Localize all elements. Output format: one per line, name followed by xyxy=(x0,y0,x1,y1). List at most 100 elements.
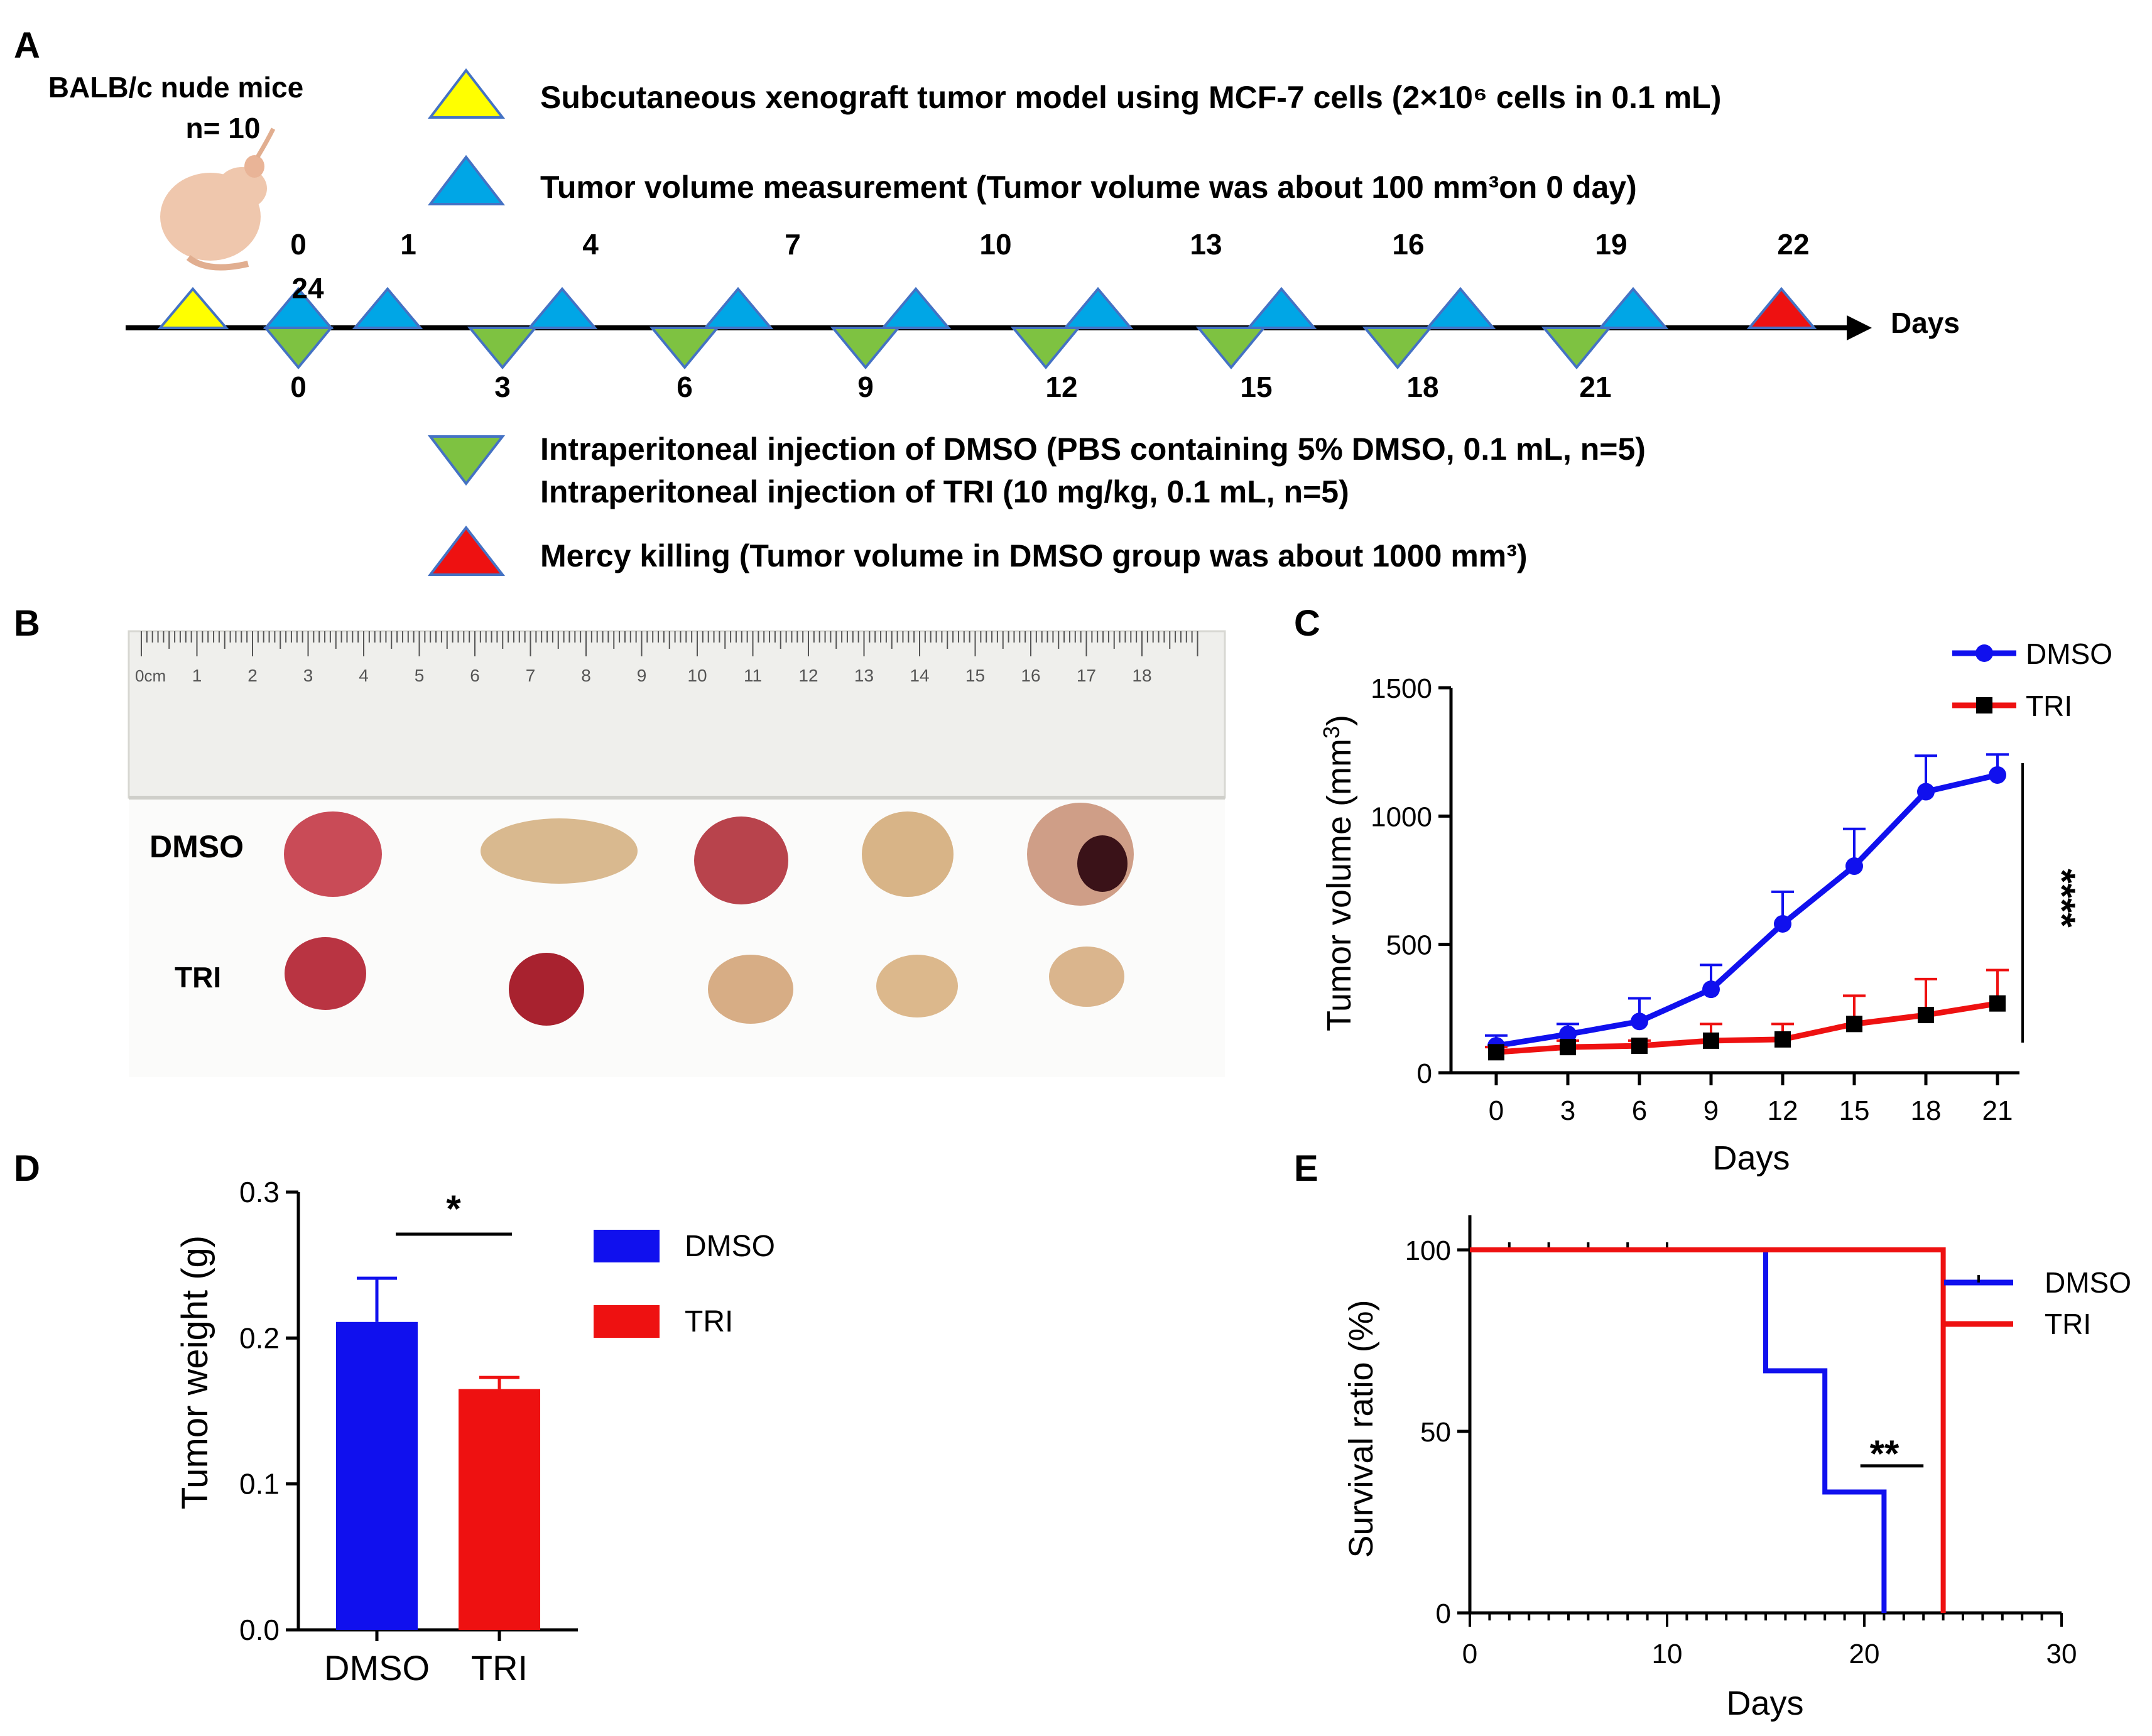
legend-e-tri-label: TRI xyxy=(2045,1308,2091,1340)
chart-tumor-weight: 0.0 0.1 0.2 0.3 DMSO TRI xyxy=(239,1176,578,1688)
chart-d-ytick-label: 0.0 xyxy=(239,1614,280,1646)
measure-day-1: 1 xyxy=(400,228,416,261)
legend-dmso-label: DMSO xyxy=(2026,637,2112,670)
ruler-number: 1 xyxy=(192,666,202,685)
tumor-dmso-4 xyxy=(862,811,954,897)
ruler-number: 3 xyxy=(303,666,313,685)
chart-e-ytick-label: 50 xyxy=(1420,1417,1451,1448)
tumor-tri-3 xyxy=(708,955,793,1024)
chart-c-line-tri xyxy=(1496,1001,1998,1055)
injection-day-18: 18 xyxy=(1406,371,1438,403)
timeline-measure-triangle xyxy=(702,286,774,329)
legend-green-tri-text: Intraperitoneal injection of TRI (10 mg/… xyxy=(540,474,1349,509)
chart-c-point-tri xyxy=(1918,1007,1934,1024)
chart-d-bar-tri xyxy=(459,1389,540,1630)
timeline-measure-triangle xyxy=(1062,286,1134,329)
tumors-tri xyxy=(285,937,1124,1026)
chart-d-ytick-label: 0.3 xyxy=(239,1176,280,1208)
chart-c-point-tri xyxy=(1560,1039,1576,1056)
ruler-number: 5 xyxy=(415,666,425,685)
legend-blue-text: Tumor volume measurement (Tumor volume w… xyxy=(540,170,1637,205)
timeline-measure-triangle xyxy=(1425,286,1496,329)
measure-day-10: 10 xyxy=(979,228,1011,261)
legend-red-text: Mercy killing (Tumor volume in DMSO grou… xyxy=(540,538,1528,573)
ruler-number: 18 xyxy=(1132,666,1151,685)
timeline-measure-triangle xyxy=(526,286,598,329)
panel-label-d: D xyxy=(14,1148,40,1189)
chart-e-ylabel: Survival ratio (%) xyxy=(1342,1299,1380,1558)
chart-c-ytick-label: 500 xyxy=(1386,930,1432,961)
chart-c-point-tri xyxy=(1488,1044,1504,1061)
timeline-injection-triangle xyxy=(1195,327,1267,370)
timeline-measure-triangle xyxy=(880,286,952,329)
legend-dmso-marker xyxy=(1975,644,1993,662)
measure-day-extra: 24 xyxy=(291,272,324,305)
tumor-tri-5 xyxy=(1049,947,1124,1007)
tumor-tri-4 xyxy=(876,955,958,1017)
chart-e-ytick-label: 100 xyxy=(1405,1235,1451,1266)
legend-tri-marker xyxy=(1976,697,1992,713)
chart-c-significance: **** xyxy=(2041,869,2083,928)
chart-c-point-tri xyxy=(1631,1038,1648,1055)
legend-e-dmso-label: DMSO xyxy=(2045,1266,2131,1299)
tumor-dmso-3 xyxy=(694,816,788,904)
measure-day-16: 16 xyxy=(1392,228,1424,261)
injection-day-3: 3 xyxy=(494,371,511,403)
timeline-injection-triangle xyxy=(467,327,538,370)
chart-c-line-dmso xyxy=(1496,772,1999,1049)
chart-c-point-dmso xyxy=(1917,783,1935,801)
chart-c-point-dmso xyxy=(1989,766,2006,784)
tumor-tri-1 xyxy=(285,937,366,1010)
ruler-number: 17 xyxy=(1077,666,1096,685)
ruler-number: 14 xyxy=(910,666,929,685)
chart-e-significance: ** xyxy=(1870,1433,1899,1475)
row-label-tri: TRI xyxy=(175,961,221,994)
timeline-measure-triangle xyxy=(352,286,423,329)
legend-d-dmso-label: DMSO xyxy=(685,1230,775,1263)
tumor-dmso-2 xyxy=(481,818,638,884)
chart-c-ytick-label: 0 xyxy=(1417,1058,1432,1089)
mice-n: n= 10 xyxy=(186,112,261,144)
injection-day-6: 6 xyxy=(677,371,693,403)
chart-d-significance: * xyxy=(446,1188,461,1230)
ruler-ticks xyxy=(141,631,1198,656)
chart-c-xtick-label: 6 xyxy=(1632,1095,1647,1126)
chart-c-point-tri xyxy=(1989,995,2006,1012)
timeline-days-label: Days xyxy=(1891,307,1960,339)
row-label-dmso: DMSO xyxy=(149,829,244,864)
tumor-tri-2 xyxy=(509,953,584,1026)
chart-c-xtick-label: 18 xyxy=(1911,1095,1942,1126)
chart-c-point-dmso xyxy=(1631,1012,1648,1031)
chart-c-point-tri xyxy=(1846,1016,1862,1033)
legend-d-dmso-swatch xyxy=(594,1230,660,1262)
chart-e-xlabel: Days xyxy=(1726,1684,1803,1722)
chart-c-point-dmso xyxy=(1702,980,1720,999)
chart-survival: 0 10 20 30 0 50 100 xyxy=(1405,1215,2077,1669)
injection-day-0: 0 xyxy=(290,371,307,403)
chart-e-xtick-label: 10 xyxy=(1652,1639,1683,1669)
chart-c-point-dmso xyxy=(1845,857,1863,876)
chart-e-line-tri xyxy=(1470,1247,1946,1613)
chart-c-point-tri xyxy=(1774,1031,1791,1048)
legend-green-triangle xyxy=(427,435,506,486)
injection-day-15: 15 xyxy=(1240,371,1272,403)
timeline-injection-triangle xyxy=(649,327,720,370)
chart-c-xlabel: Days xyxy=(1712,1139,1790,1177)
chart-d-ytick-label: 0.2 xyxy=(239,1321,280,1354)
chart-e-ytick-label: 0 xyxy=(1436,1598,1451,1629)
legend-red-triangle xyxy=(427,525,506,576)
ruler xyxy=(128,630,1226,799)
ruler-number: 6 xyxy=(470,666,480,685)
tumor-dmso-1 xyxy=(284,811,382,897)
ruler-number: 13 xyxy=(854,666,874,685)
chart-c-ylabel: Tumor volume (mm3) xyxy=(1318,715,1358,1031)
timeline-injection-triangle xyxy=(830,327,901,370)
chart-c-point-tri xyxy=(1703,1032,1719,1049)
measure-day-4: 4 xyxy=(582,228,599,261)
mice-title: BALB/c nude mice xyxy=(48,71,303,104)
chart-d-bar-dmso xyxy=(336,1321,418,1630)
timeline-measure-markers xyxy=(263,286,1669,329)
ruler-number: 9 xyxy=(637,666,647,685)
timeline-injection-triangle xyxy=(1010,327,1082,370)
injection-day-12: 12 xyxy=(1045,371,1077,403)
